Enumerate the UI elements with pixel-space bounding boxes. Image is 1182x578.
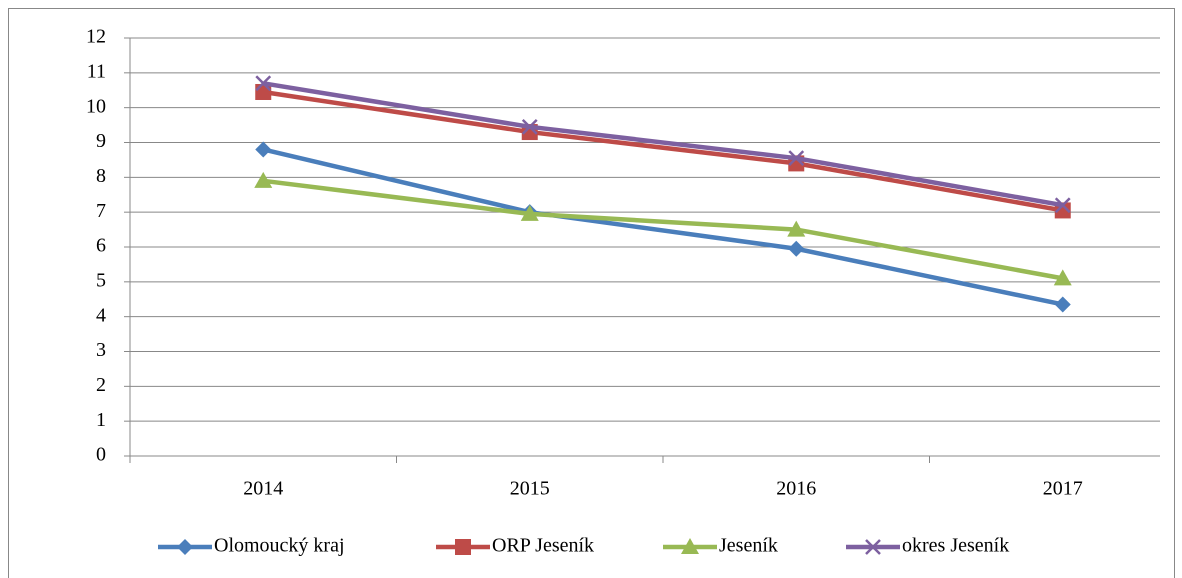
marker bbox=[254, 171, 273, 188]
marker bbox=[865, 539, 881, 555]
legend-label: ORP Jeseník bbox=[492, 535, 594, 557]
marker bbox=[520, 204, 539, 221]
marker bbox=[255, 141, 272, 158]
marker bbox=[788, 150, 805, 167]
legend-label: okres Jeseník bbox=[902, 535, 1009, 557]
marker bbox=[521, 118, 538, 135]
y-tick-label: 0 bbox=[96, 444, 106, 466]
marker bbox=[177, 539, 193, 555]
y-tick-label: 12 bbox=[86, 26, 106, 48]
y-tick-label: 11 bbox=[87, 60, 106, 82]
x-tick-label: 2015 bbox=[510, 478, 550, 500]
marker bbox=[1054, 296, 1071, 313]
y-tick-label: 5 bbox=[96, 269, 106, 291]
y-tick-label: 2 bbox=[96, 374, 106, 396]
marker bbox=[455, 539, 471, 555]
y-tick-label: 1 bbox=[96, 409, 106, 431]
marker bbox=[788, 240, 805, 257]
legend-label: Olomoucký kraj bbox=[214, 535, 345, 557]
marker bbox=[787, 220, 806, 237]
legend-label: Jeseník bbox=[719, 535, 778, 557]
y-tick-label: 9 bbox=[96, 130, 106, 152]
marker bbox=[681, 538, 699, 554]
y-tick-label: 10 bbox=[86, 95, 106, 117]
x-tick-label: 2016 bbox=[776, 478, 816, 500]
y-tick-label: 3 bbox=[96, 339, 106, 361]
x-tick-label: 2014 bbox=[243, 478, 283, 500]
y-tick-label: 7 bbox=[96, 200, 106, 222]
marker bbox=[255, 75, 272, 92]
series-line bbox=[262, 89, 1064, 213]
y-tick-label: 4 bbox=[96, 304, 106, 326]
y-tick-label: 6 bbox=[96, 235, 106, 257]
y-tick-label: 8 bbox=[96, 165, 106, 187]
marker bbox=[1053, 269, 1072, 286]
series-line bbox=[262, 178, 1064, 281]
series-line bbox=[262, 81, 1064, 208]
series-line bbox=[262, 147, 1064, 307]
chart-border bbox=[8, 8, 1175, 578]
marker bbox=[1054, 197, 1071, 214]
x-tick-label: 2017 bbox=[1043, 478, 1083, 500]
